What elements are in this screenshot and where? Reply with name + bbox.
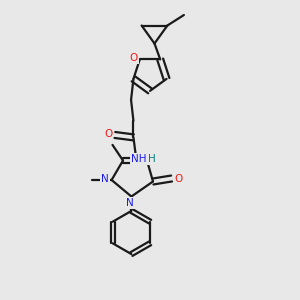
Text: NH: NH: [130, 154, 146, 164]
Text: H: H: [148, 154, 155, 164]
Text: O: O: [104, 129, 112, 140]
Text: O: O: [174, 173, 182, 184]
Text: O: O: [130, 53, 138, 63]
Text: N: N: [126, 198, 134, 208]
Text: N: N: [101, 173, 109, 184]
